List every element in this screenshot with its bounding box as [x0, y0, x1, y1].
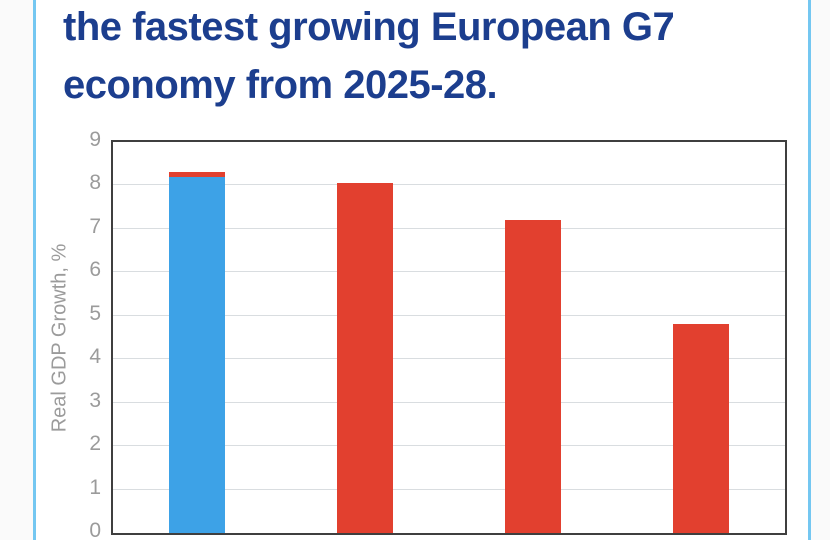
gridline [113, 488, 785, 490]
y-tick-label: 5 [89, 301, 101, 325]
gridline [113, 401, 785, 403]
headline-line-2: economy from 2025-28. [63, 63, 498, 107]
gridline [113, 271, 785, 273]
y-tick-label: 0 [89, 519, 101, 540]
gridline [113, 227, 785, 229]
gridline [113, 314, 785, 316]
gridline [113, 184, 785, 186]
gridline [113, 445, 785, 447]
gridline [113, 358, 785, 360]
plot-area [111, 140, 787, 535]
bar-segment-red-3 [505, 220, 561, 533]
y-tick-label: 3 [89, 388, 101, 412]
y-tick-label: 6 [89, 258, 101, 282]
bar-segment-red-2 [337, 183, 393, 533]
bar-segment-red-4 [673, 324, 729, 533]
y-tick-label: 1 [89, 475, 101, 499]
y-axis-ticks: 0 1 2 3 4 5 6 7 8 9 [36, 128, 101, 540]
y-tick-label: 7 [89, 214, 101, 238]
headline: the fastest growing European G7 economy … [63, 0, 675, 114]
y-tick-label: 4 [89, 345, 101, 369]
headline-line-1: the fastest growing European G7 [63, 5, 675, 49]
y-tick-label: 2 [89, 432, 101, 456]
bar-segment-blue-1 [169, 176, 225, 533]
bar-segment-red-1 [169, 172, 225, 177]
infographic-card: the fastest growing European G7 economy … [33, 0, 811, 540]
y-tick-label: 9 [89, 128, 101, 151]
y-tick-label: 8 [89, 171, 101, 195]
